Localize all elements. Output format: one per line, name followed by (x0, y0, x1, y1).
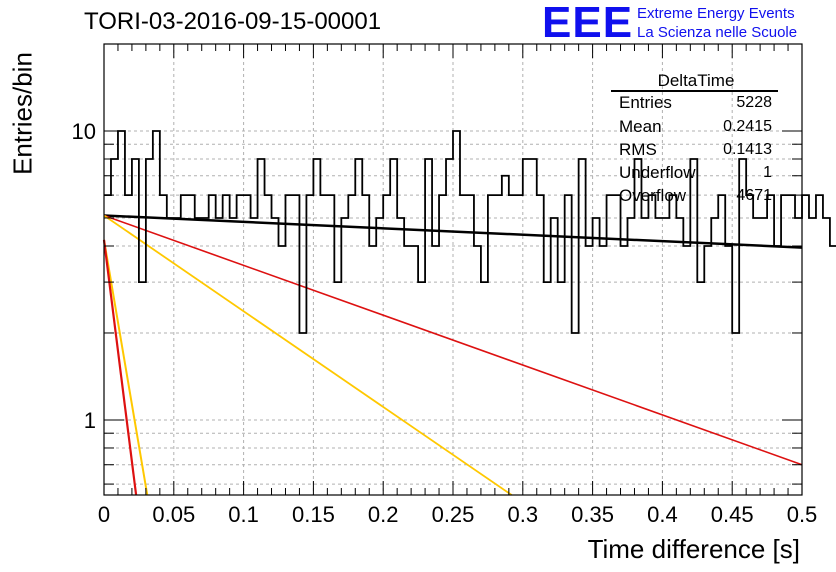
stat-entries-value: 5228 (736, 94, 772, 111)
stats-box-title: DeltaTime (657, 71, 735, 90)
stat-overflow-value: 4671 (736, 187, 772, 204)
fit-line-2 (103, 214, 513, 496)
y-axis-label: Entries/bin (7, 52, 38, 175)
x-tick-label: 0.35 (571, 502, 614, 527)
x-tick-label: 0.5 (787, 502, 818, 527)
fit-line-1 (103, 214, 803, 466)
stat-overflow-label: Overflow (619, 186, 687, 205)
x-tick-label: 0.2 (368, 502, 399, 527)
logo-line-1: Extreme Energy Events (637, 5, 795, 22)
y-tick-label: 10 (72, 119, 96, 144)
stat-entries-label: Entries (619, 93, 672, 112)
x-tick-label: 0 (98, 502, 110, 527)
eee-logo: EEE (542, 0, 634, 47)
stat-rms-label: RMS (619, 140, 657, 159)
x-tick-label: 0.1 (228, 502, 259, 527)
histogram-outline (104, 130, 836, 334)
stat-mean-value: 0.2415 (723, 118, 772, 135)
x-tick-label: 0.45 (711, 502, 754, 527)
y-tick-label: 1 (84, 408, 96, 433)
x-tick-label: 0.3 (508, 502, 539, 527)
x-tick-label: 0.15 (292, 502, 335, 527)
stat-mean-label: Mean (619, 117, 662, 136)
chart-title: TORI-03-2016-09-15-00001 (84, 8, 382, 35)
x-tick-label: 0.4 (647, 502, 678, 527)
x-tick-label: 0.05 (152, 502, 195, 527)
fit-line-0 (103, 214, 803, 249)
stat-rms-value: 0.1413 (723, 141, 772, 158)
stat-underflow-label: Underflow (619, 163, 696, 182)
x-tick-label: 0.25 (432, 502, 475, 527)
logo-line-2: La Scienza nelle Scuole (637, 24, 798, 41)
fit-line-3 (103, 239, 149, 496)
stat-underflow-value: 1 (763, 164, 772, 181)
fit-line-4 (102, 239, 138, 496)
x-axis-label: Time difference [s] (587, 534, 800, 564)
